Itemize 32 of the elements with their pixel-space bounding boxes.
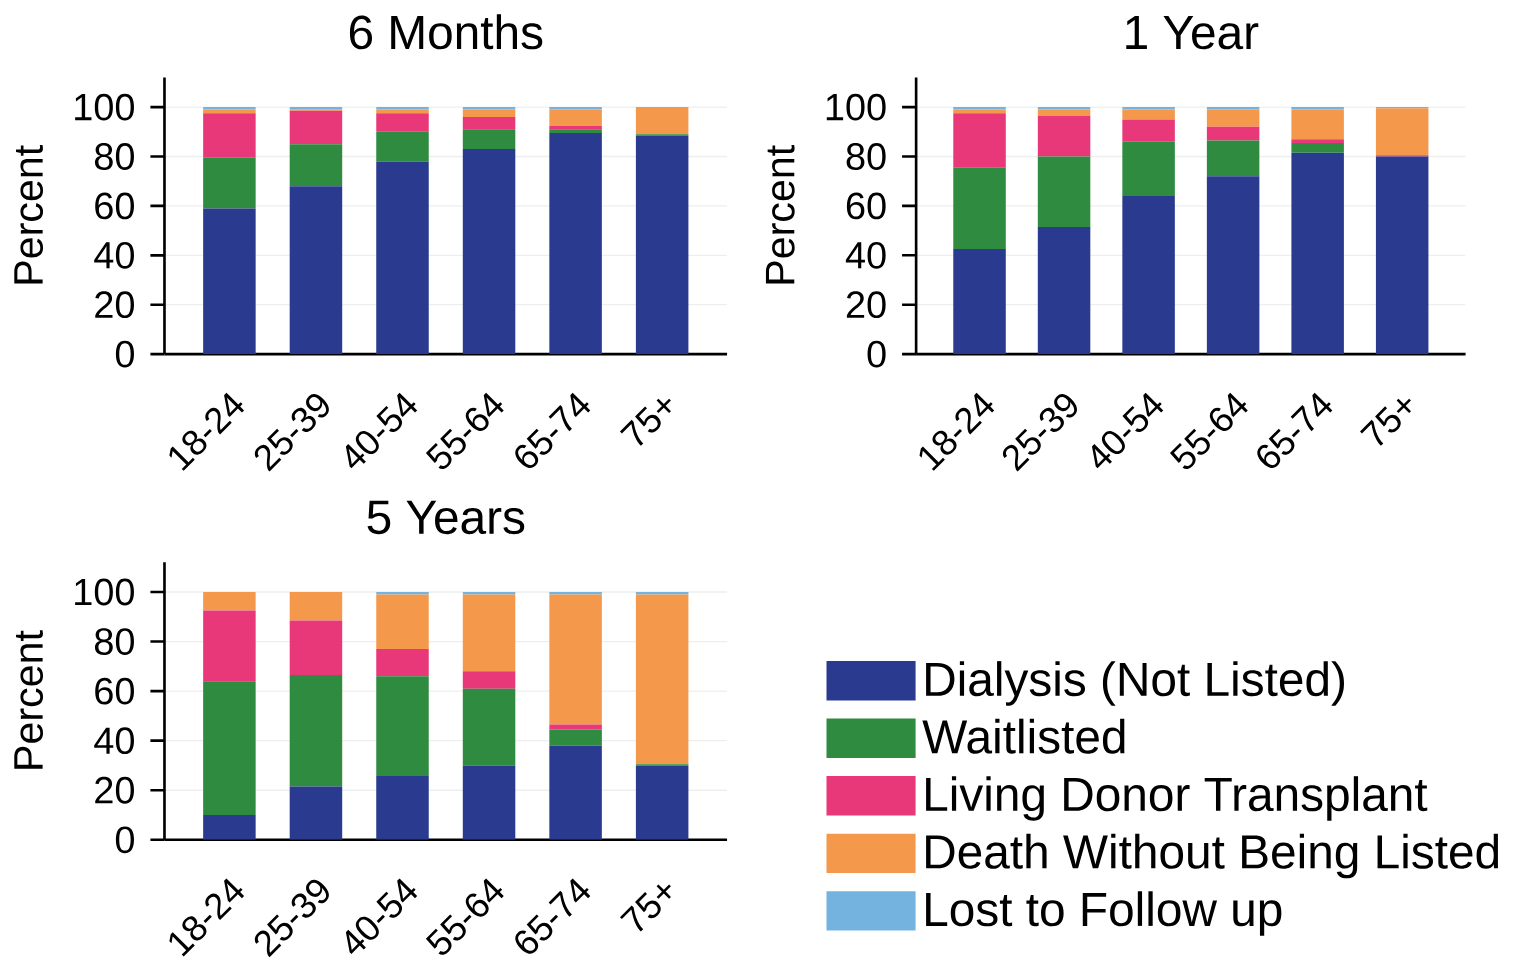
y-tick-label: 100 [75, 578, 134, 606]
legend-label: Dialysis (Not Listed) [926, 661, 1344, 706]
y-tick-label: 20 [846, 291, 886, 319]
y-tick-label: 40 [845, 241, 886, 269]
y-tick-label: 0 [115, 340, 134, 368]
y-tick-label: 100 [826, 93, 886, 121]
chart-title: 5 Years [367, 500, 525, 535]
y-tick-label: 0 [867, 340, 886, 368]
y-tick-label: 80 [94, 628, 134, 655]
legend-label: Living Donor Transplant [926, 776, 1428, 821]
y-tick-label: 100 [75, 93, 134, 121]
y-tick-label: 60 [95, 677, 134, 705]
chart-title: 6 Months [349, 14, 543, 50]
y-tick-label: 40 [94, 727, 134, 755]
y-tick-label: 60 [95, 192, 134, 220]
y-tick-label: 20 [95, 776, 134, 804]
x-tick-label: 75+ [619, 398, 671, 446]
y-tick-label: 80 [846, 143, 886, 170]
y-axis-title: Percent [14, 630, 44, 769]
y-tick-label: 0 [115, 826, 134, 854]
y-tick-label: 20 [95, 291, 134, 319]
legend-label: Waitlisted [922, 718, 1125, 754]
y-tick-label: 80 [94, 143, 134, 170]
y-tick-label: 40 [94, 241, 134, 269]
x-tick-label: 75+ [1360, 398, 1411, 446]
y-tick-label: 60 [846, 192, 886, 220]
chart-title: 1 Year [1126, 16, 1259, 50]
x-tick-label: 75+ [619, 884, 671, 932]
y-axis-title: Percent [765, 145, 795, 284]
y-axis-title: Percent [14, 145, 44, 284]
legend-label: Lost to Follow up [926, 891, 1282, 936]
legend-label: Death Without Being Listed [926, 833, 1499, 879]
